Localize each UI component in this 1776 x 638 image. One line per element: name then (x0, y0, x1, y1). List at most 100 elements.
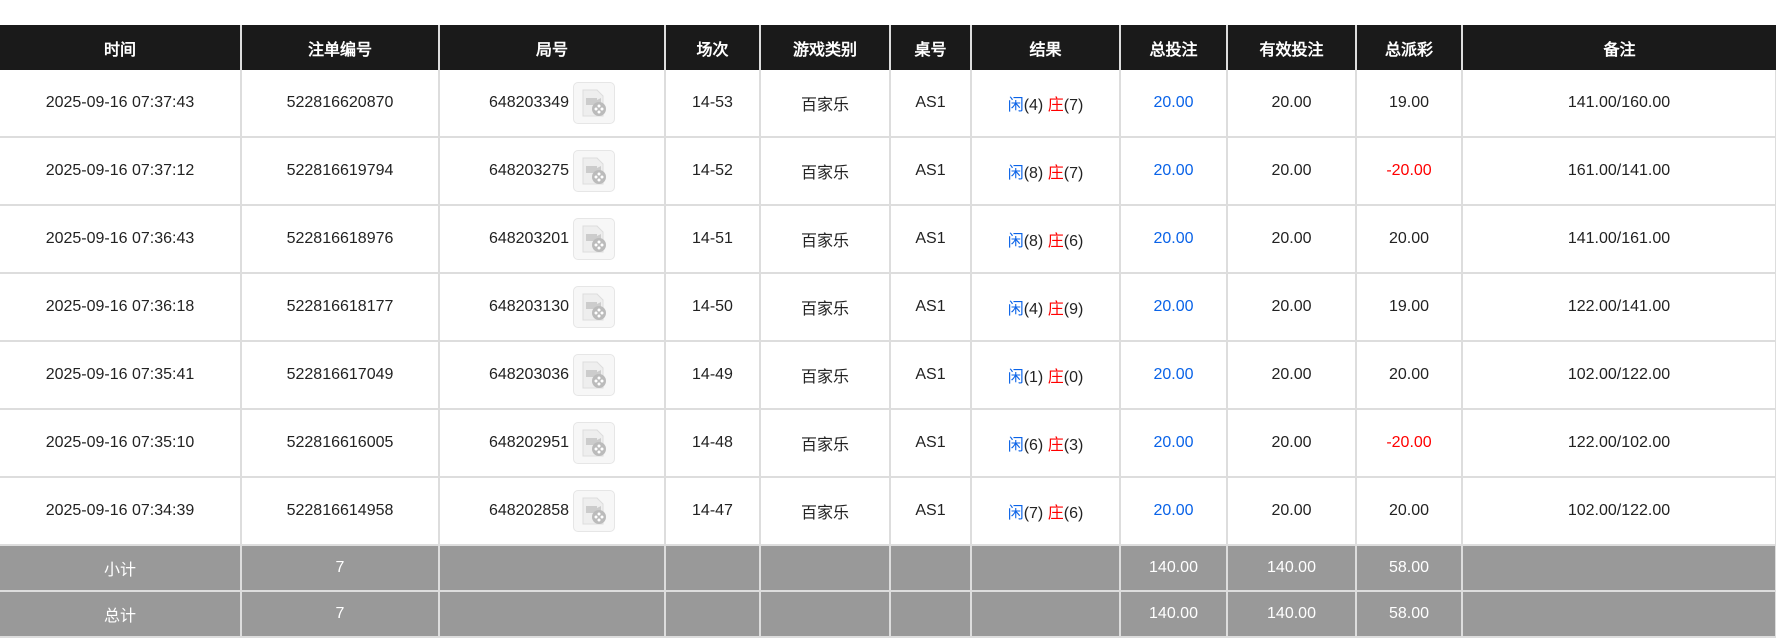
round-number: 648203349 (488, 94, 570, 112)
game-type-cell: 百家乐 (759, 477, 891, 546)
round-number: 648203201 (488, 230, 570, 248)
table-number-cell: AS1 (889, 477, 972, 546)
game-type-cell: 百家乐 (759, 273, 891, 342)
payout-cell: 19.00 (1355, 70, 1463, 138)
player-score: (7) (1023, 505, 1044, 522)
player-label: 闲 (1007, 233, 1024, 250)
banker-label: 庄 (1047, 97, 1064, 114)
total-payout: 58.00 (1355, 591, 1463, 638)
result-cell: 闲(8) 庄(6) (970, 205, 1121, 274)
video-replay-icon[interactable] (573, 218, 616, 260)
valid-bet-cell: 20.00 (1226, 137, 1357, 206)
empty-cell (664, 545, 761, 592)
round-cell: 648203036 (438, 341, 666, 410)
table-row: 2025-09-16 07:37:43 522816620870 6482033… (0, 70, 1776, 138)
valid-bet-cell: 20.00 (1226, 205, 1357, 274)
note-cell: 141.00/161.00 (1461, 205, 1776, 274)
time-cell: 2025-09-16 07:37:43 (0, 70, 242, 138)
order-number-cell: 522816616005 (240, 409, 440, 478)
table-row: 2025-09-16 07:35:10 522816616005 6482029… (0, 409, 1776, 478)
player-score: (1) (1023, 369, 1044, 386)
time-cell: 2025-09-16 07:35:41 (0, 341, 242, 410)
total-row: 总计 7 140.00 140.00 58.00 (0, 591, 1776, 638)
empty-cell (889, 591, 972, 638)
video-replay-icon[interactable] (573, 150, 616, 192)
table-number-cell: AS1 (889, 205, 972, 274)
table-number-cell: AS1 (889, 70, 972, 138)
time-cell: 2025-09-16 07:36:43 (0, 205, 242, 274)
time-cell: 2025-09-16 07:35:10 (0, 409, 242, 478)
video-replay-icon[interactable] (573, 354, 616, 396)
result-cell: 闲(1) 庄(0) (970, 341, 1121, 410)
game-type-cell: 百家乐 (759, 70, 891, 138)
round-cell: 648203201 (438, 205, 666, 274)
result-cell: 闲(8) 庄(7) (970, 137, 1121, 206)
game-type-cell: 百家乐 (759, 409, 891, 478)
valid-bet-cell: 20.00 (1226, 273, 1357, 342)
total-label: 总计 (0, 591, 242, 638)
game-type-cell: 百家乐 (759, 205, 891, 274)
table-number-cell: AS1 (889, 273, 972, 342)
round-number: 648203275 (488, 162, 570, 180)
empty-cell (889, 545, 972, 592)
banker-label: 庄 (1047, 505, 1064, 522)
empty-cell (1461, 591, 1776, 638)
round-cell: 648203275 (438, 137, 666, 206)
total-bet: 140.00 (1119, 591, 1228, 638)
banker-label: 庄 (1047, 437, 1064, 454)
column-header: 场次 (664, 25, 760, 70)
banker-score: (6) (1063, 233, 1084, 250)
player-score: (8) (1023, 165, 1044, 182)
note-cell: 102.00/122.00 (1461, 477, 1776, 546)
order-number-cell: 522816618976 (240, 205, 440, 274)
banker-score: (3) (1063, 437, 1084, 454)
banker-score: (7) (1063, 97, 1084, 114)
payout-cell: 19.00 (1355, 273, 1463, 342)
player-score: (4) (1023, 301, 1044, 318)
total-bet-cell: 20.00 (1119, 273, 1228, 342)
order-number-cell: 522816617049 (240, 341, 440, 410)
game-type-cell: 百家乐 (759, 341, 891, 410)
order-number-cell: 522816619794 (240, 137, 440, 206)
column-header: 局号 (438, 25, 665, 70)
empty-cell (970, 591, 1121, 638)
total-bet-cell: 20.00 (1119, 70, 1228, 138)
round-cell: 648203130 (438, 273, 666, 342)
table-row: 2025-09-16 07:37:12 522816619794 6482032… (0, 137, 1776, 206)
banker-label: 庄 (1047, 369, 1064, 386)
subtotal-label: 小计 (0, 545, 242, 592)
empty-cell (664, 591, 761, 638)
banker-score: (6) (1063, 505, 1084, 522)
shoe-cell: 14-49 (664, 341, 761, 410)
column-header: 桌号 (889, 25, 971, 70)
column-header: 有效投注 (1226, 25, 1356, 70)
result-cell: 闲(6) 庄(3) (970, 409, 1121, 478)
video-replay-icon[interactable] (573, 422, 616, 464)
payout-cell: -20.00 (1355, 137, 1463, 206)
shoe-cell: 14-47 (664, 477, 761, 546)
video-replay-icon[interactable] (573, 490, 616, 532)
player-label: 闲 (1007, 505, 1024, 522)
empty-cell (438, 591, 666, 638)
shoe-cell: 14-48 (664, 409, 761, 478)
table-row: 2025-09-16 07:36:43 522816618976 6482032… (0, 205, 1776, 274)
round-number: 648203036 (488, 366, 570, 384)
player-score: (8) (1023, 233, 1044, 250)
column-header: 结果 (970, 25, 1120, 70)
time-cell: 2025-09-16 07:36:18 (0, 273, 242, 342)
result-cell: 闲(4) 庄(9) (970, 273, 1121, 342)
game-type-cell: 百家乐 (759, 137, 891, 206)
table-number-cell: AS1 (889, 137, 972, 206)
subtotal-count: 7 (240, 545, 440, 592)
result-cell: 闲(7) 庄(6) (970, 477, 1121, 546)
note-cell: 122.00/102.00 (1461, 409, 1776, 478)
table-row: 2025-09-16 07:35:41 522816617049 6482030… (0, 341, 1776, 410)
order-number-cell: 522816618177 (240, 273, 440, 342)
video-replay-icon[interactable] (573, 82, 616, 124)
total-bet-cell: 20.00 (1119, 477, 1228, 546)
video-replay-icon[interactable] (573, 286, 616, 328)
valid-bet-cell: 20.00 (1226, 70, 1357, 138)
empty-cell (759, 591, 891, 638)
round-cell: 648203349 (438, 70, 666, 138)
result-cell: 闲(4) 庄(7) (970, 70, 1121, 138)
